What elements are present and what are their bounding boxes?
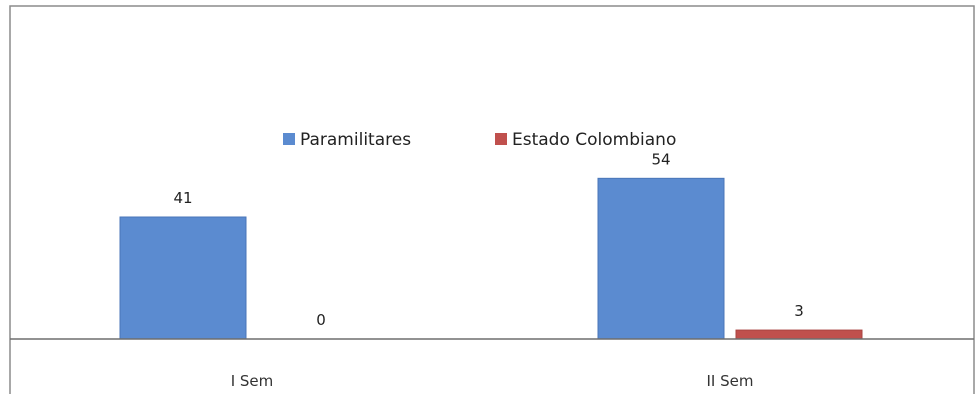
- legend-swatch-estado-colombiano: [495, 133, 507, 145]
- legend: Paramilitares Estado Colombiano: [283, 130, 676, 150]
- data-label-estado-colombiano-2: 3: [794, 302, 804, 320]
- x-tick-label-1: I Sem: [231, 372, 274, 390]
- bars-group: [119, 177, 863, 340]
- legend-swatch-paramilitares: [283, 133, 295, 145]
- data-label-estado-colombiano-1: 0: [316, 311, 326, 329]
- tick-labels-group: I Sem II Sem: [231, 372, 754, 390]
- bar-estado-colombiano-2: [735, 329, 863, 340]
- data-label-paramilitares-1: 41: [173, 189, 192, 207]
- chart-border: [9, 5, 975, 394]
- legend-label-paramilitares: Paramilitares: [300, 130, 411, 150]
- data-label-paramilitares-2: 54: [651, 150, 670, 168]
- x-tick-label-2: II Sem: [707, 372, 754, 390]
- legend-label-estado-colombiano: Estado Colombiano: [512, 130, 676, 150]
- bar-paramilitares-2: [597, 177, 725, 340]
- bar-paramilitares-1: [119, 216, 247, 340]
- data-labels-group: 41 0 54 3: [173, 150, 803, 329]
